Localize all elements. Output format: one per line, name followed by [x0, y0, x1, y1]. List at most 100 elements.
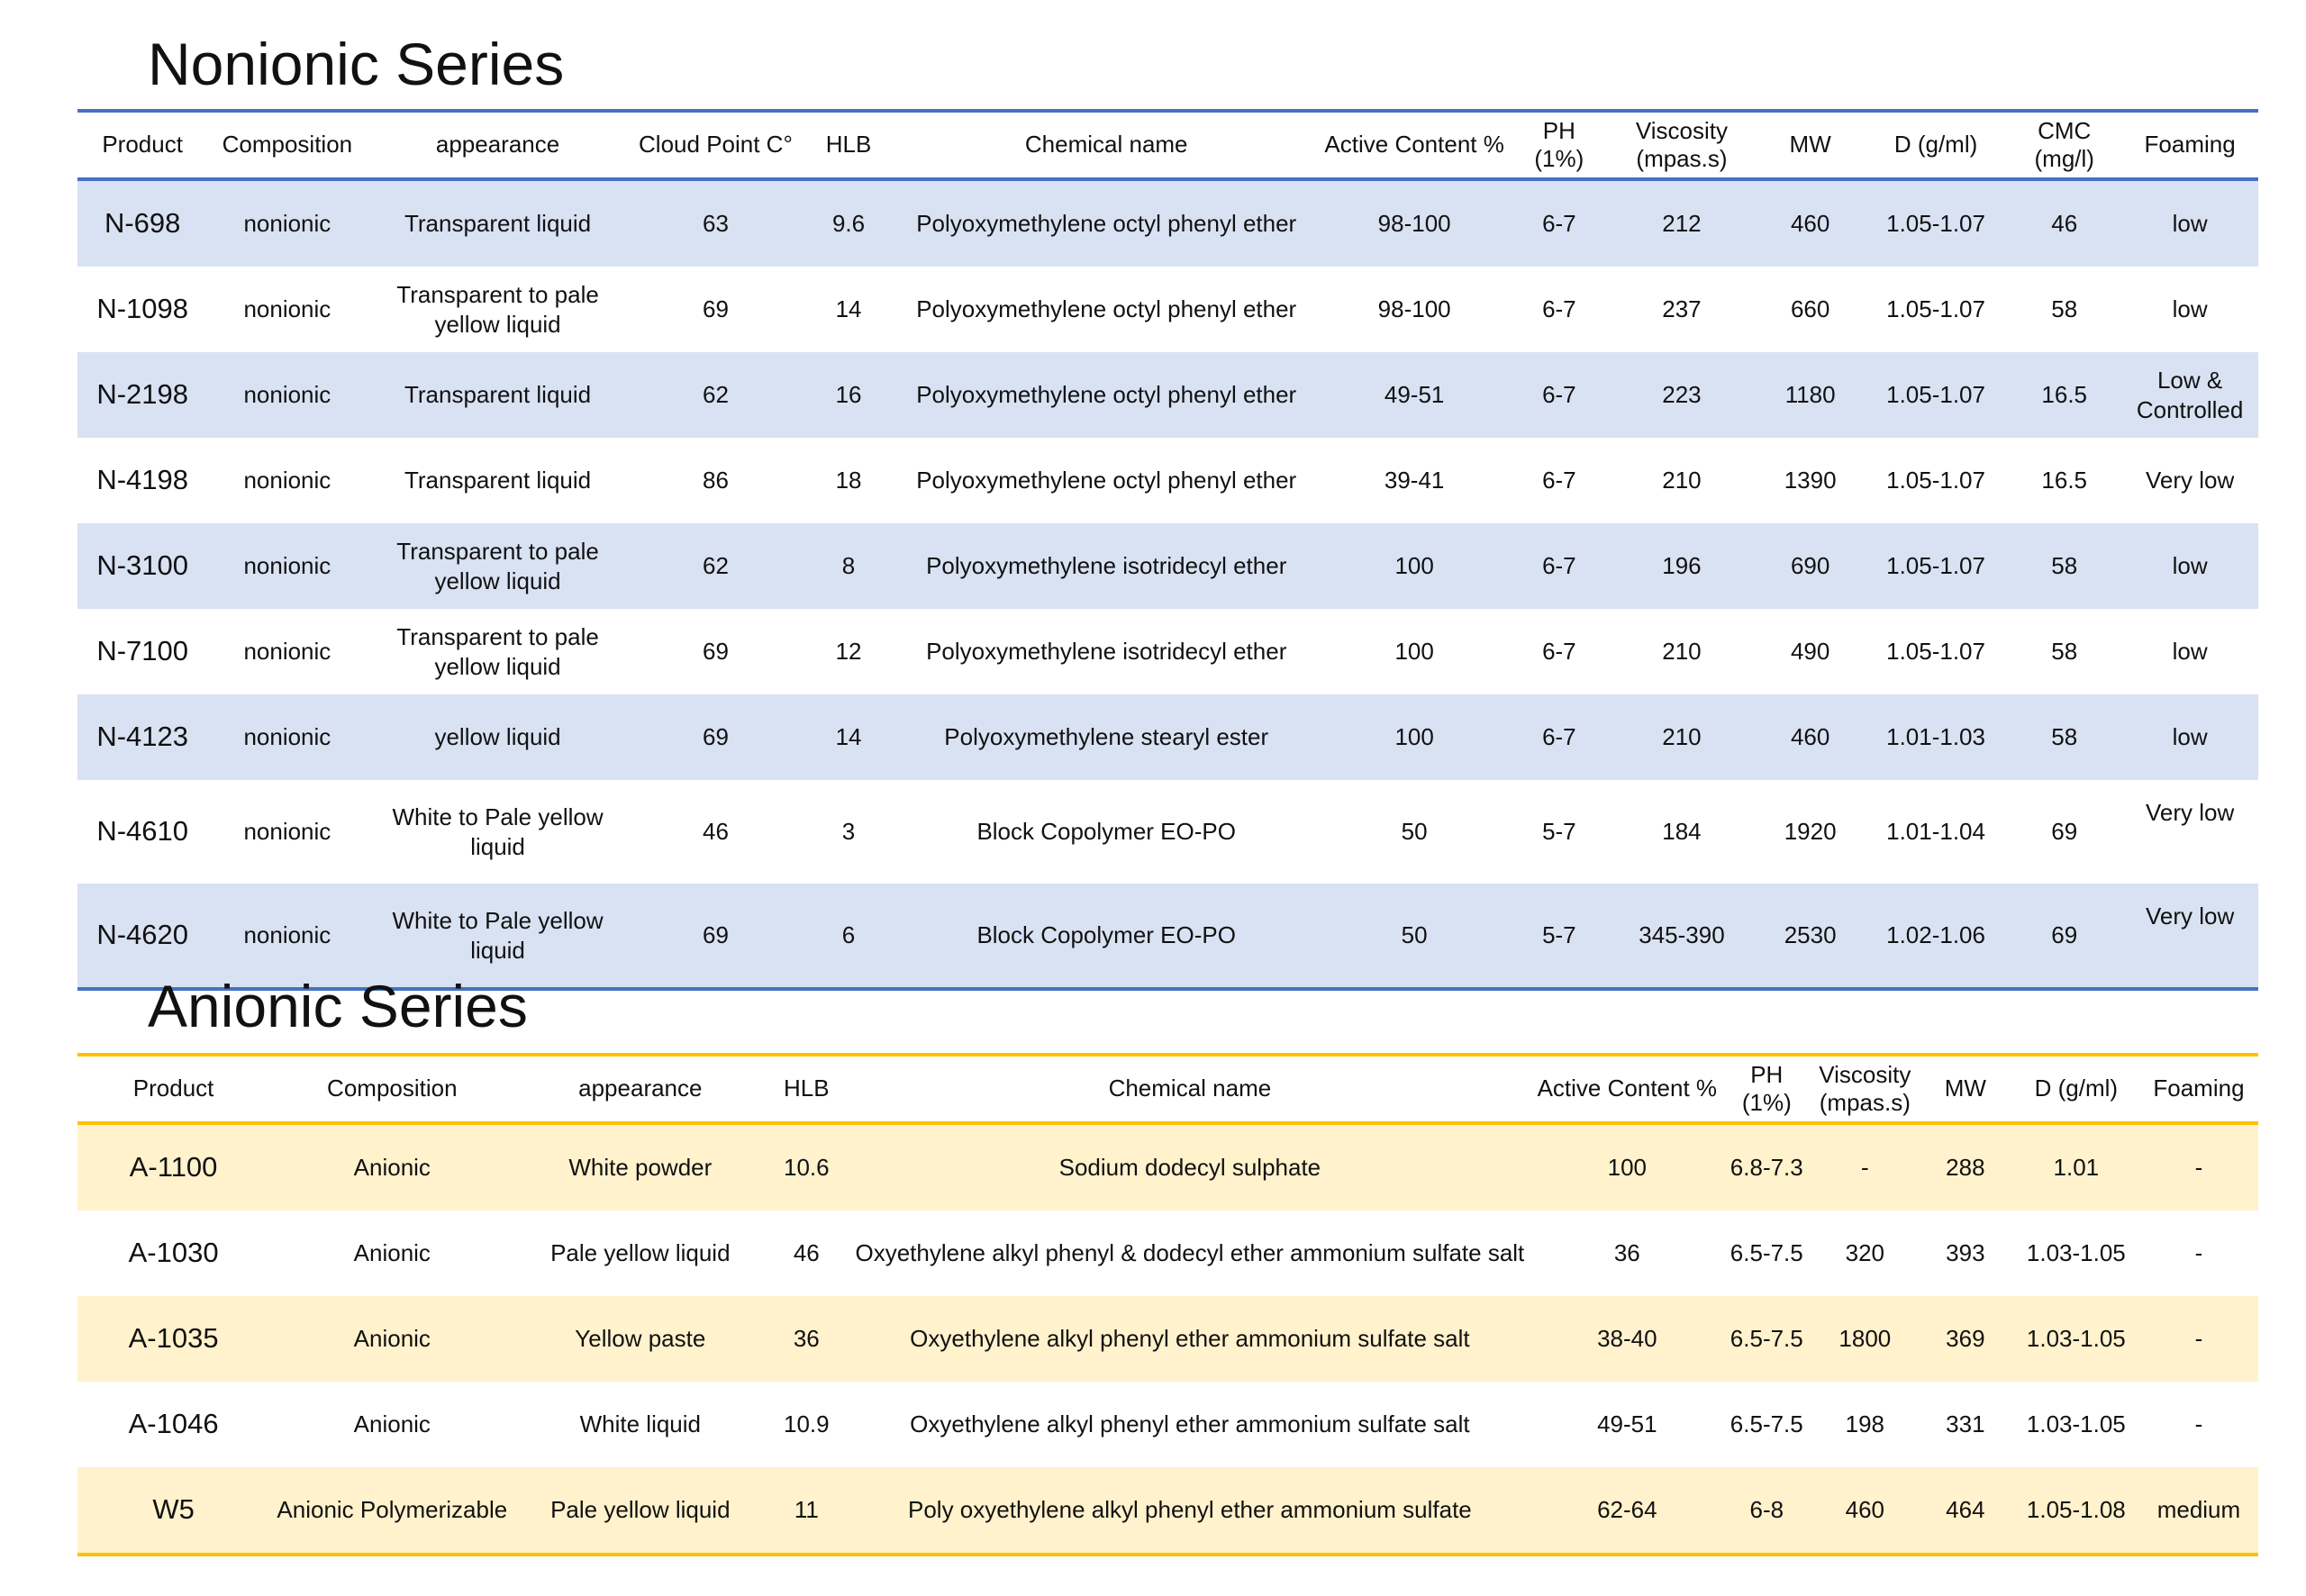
- cell-appearance: Pale yellow liquid: [550, 1239, 731, 1267]
- column-header-viscosity-mpas-s: Viscosity (mpas.s): [1819, 1060, 1911, 1116]
- column-header-composition: Composition: [327, 1075, 458, 1102]
- anionic-series-title: Anionic Series: [148, 973, 528, 1039]
- cell-ph-1: 6.5-7.5: [1730, 1410, 1803, 1438]
- cell-cloud-point-c: 46: [702, 818, 729, 846]
- table-row: N-7100 nonionic Transparent to pale yellow…: [77, 609, 2258, 694]
- table-row: A-1100 Anionic White powder 10.6 Sodium dode…: [77, 1123, 2258, 1211]
- cell-composition: nonionic: [243, 295, 331, 323]
- table-row: N-1098 nonionic Transparent to pale yellow…: [77, 267, 2258, 352]
- cell-active-content: 50: [1401, 818, 1428, 846]
- cell-mw: 1920: [1784, 818, 1837, 846]
- cell-appearance: Yellow paste: [575, 1325, 706, 1353]
- cell-active-content: 49-51: [1597, 1410, 1657, 1438]
- column-header-chemical-name: Chemical name: [1024, 131, 1188, 159]
- cell-mw: 460: [1790, 210, 1830, 238]
- cell-product: N-4198: [96, 464, 188, 496]
- table-row: N-4620 nonionic White to Pale yellow liqui…: [77, 884, 2258, 989]
- cell-d-g-ml: 1.01-1.04: [1886, 818, 1985, 846]
- column-header-mw: MW: [1944, 1075, 1986, 1102]
- cell-cloud-point-c: 69: [702, 638, 729, 666]
- column-header-appearance: appearance: [578, 1075, 703, 1102]
- cell-cloud-point-c: 86: [702, 467, 729, 494]
- cell-composition: nonionic: [243, 818, 331, 846]
- cell-active-content: 50: [1401, 921, 1428, 949]
- table-row: N-2198 nonionic Transparent liquid 62 16 Poly…: [77, 352, 2258, 438]
- cell-cloud-point-c: 63: [702, 210, 729, 238]
- cell-active-content: 36: [1613, 1239, 1640, 1267]
- cell-d-g-ml: 1.03-1.05: [2026, 1410, 2126, 1438]
- cell-active-content: 100: [1394, 723, 1434, 751]
- table-row: N-4198 nonionic Transparent liquid 86 18 Poly…: [77, 438, 2258, 523]
- cell-active-content: 38-40: [1597, 1325, 1657, 1353]
- cell-mw: 288: [1946, 1154, 1985, 1182]
- cell-appearance: White liquid: [579, 1410, 702, 1438]
- cell-appearance: Transparent to pale yellow liquid: [396, 623, 599, 680]
- cell-viscosity-mpas-s: 320: [1845, 1239, 1885, 1267]
- cell-hlb: 12: [835, 638, 862, 666]
- cell-chemical-name: Polyoxymethylene octyl phenyl ether: [916, 295, 1297, 323]
- cell-cmc-mg-l: 58: [2051, 295, 2078, 323]
- cell-hlb: 16: [835, 381, 862, 409]
- cell-composition: nonionic: [243, 467, 331, 494]
- cell-product: N-7100: [96, 635, 188, 667]
- cell-active-content: 100: [1394, 638, 1434, 666]
- cell-cmc-mg-l: 46: [2051, 210, 2078, 238]
- cell-cmc-mg-l: 69: [2051, 818, 2078, 846]
- cell-appearance: Transparent liquid: [404, 467, 592, 494]
- header-row: Product Composition appearance Cloud Point …: [77, 111, 2258, 179]
- cell-foaming: low: [2172, 723, 2208, 751]
- cell-product: N-698: [104, 207, 181, 240]
- cell-product: A-1100: [129, 1151, 218, 1183]
- cell-ph-1: 6-7: [1542, 552, 1576, 580]
- cell-mw: 690: [1790, 552, 1830, 580]
- column-header-foaming: Foaming: [2153, 1075, 2245, 1102]
- cell-cloud-point-c: 62: [702, 381, 729, 409]
- cell-hlb: 46: [793, 1239, 820, 1267]
- cell-d-g-ml: 1.01-1.03: [1886, 723, 1985, 751]
- cell-product: N-4620: [96, 919, 188, 951]
- cell-d-g-ml: 1.05-1.07: [1886, 210, 1985, 238]
- cell-ph-1: 5-7: [1542, 921, 1576, 949]
- cell-active-content: 100: [1394, 552, 1434, 580]
- cell-product: A-1046: [128, 1408, 219, 1440]
- cell-foaming: -: [2194, 1154, 2203, 1182]
- cell-chemical-name: Block Copolymer EO-PO: [976, 818, 1236, 846]
- column-header-ph-1: PH (1%): [1534, 116, 1584, 172]
- cell-ph-1: 6-7: [1542, 638, 1576, 666]
- cell-cloud-point-c: 69: [702, 295, 729, 323]
- cell-cloud-point-c: 62: [702, 552, 729, 580]
- cell-appearance: Transparent liquid: [404, 381, 592, 409]
- column-header-viscosity-mpas-s: Viscosity (mpas.s): [1635, 116, 1729, 172]
- cell-active-content: 98-100: [1377, 210, 1451, 238]
- cell-ph-1: 6-7: [1542, 295, 1576, 323]
- column-header-d-g-ml: D (g/ml): [2034, 1075, 2119, 1102]
- cell-product: W5: [152, 1493, 195, 1526]
- cell-d-g-ml: 1.05-1.08: [2026, 1496, 2126, 1524]
- cell-composition: nonionic: [243, 381, 331, 409]
- table-row: N-3100 nonionic Transparent to pale yellow…: [77, 523, 2258, 609]
- cell-chemical-name: Sodium dodecyl sulphate: [1058, 1154, 1321, 1182]
- cell-ph-1: 6-7: [1542, 381, 1576, 409]
- cell-hlb: 10.9: [784, 1410, 830, 1438]
- cell-chemical-name: Poly oxyethylene alkyl phenyl ether ammo…: [908, 1496, 1472, 1524]
- cell-product: A-1030: [128, 1237, 219, 1269]
- cell-d-g-ml: 1.01: [2053, 1154, 2100, 1182]
- cell-mw: 1180: [1784, 381, 1836, 409]
- cell-cloud-point-c: 69: [702, 723, 729, 751]
- cell-hlb: 8: [841, 552, 856, 580]
- cell-appearance: Pale yellow liquid: [550, 1496, 731, 1524]
- cell-foaming: Very low: [2145, 799, 2235, 826]
- cell-foaming: low: [2172, 295, 2208, 323]
- column-header-ph-1: PH (1%): [1741, 1060, 1792, 1116]
- cell-mw: 660: [1790, 295, 1830, 323]
- table-row: A-1046 Anionic White liquid 10.9 Oxyethylene…: [77, 1382, 2258, 1467]
- cell-d-g-ml: 1.05-1.07: [1886, 552, 1985, 580]
- cell-viscosity-mpas-s: 184: [1662, 818, 1702, 846]
- cell-chemical-name: Oxyethylene alkyl phenyl & dodecyl ether…: [855, 1239, 1525, 1267]
- cell-mw: 331: [1946, 1410, 1985, 1438]
- cell-ph-1: 6-8: [1749, 1496, 1784, 1524]
- cell-composition: nonionic: [243, 552, 331, 580]
- table-row: N-4123 nonionic yellow liquid 69 14 Polyoxyme…: [77, 694, 2258, 780]
- cell-ph-1: 5-7: [1542, 818, 1576, 846]
- cell-ph-1: 6-7: [1542, 210, 1576, 238]
